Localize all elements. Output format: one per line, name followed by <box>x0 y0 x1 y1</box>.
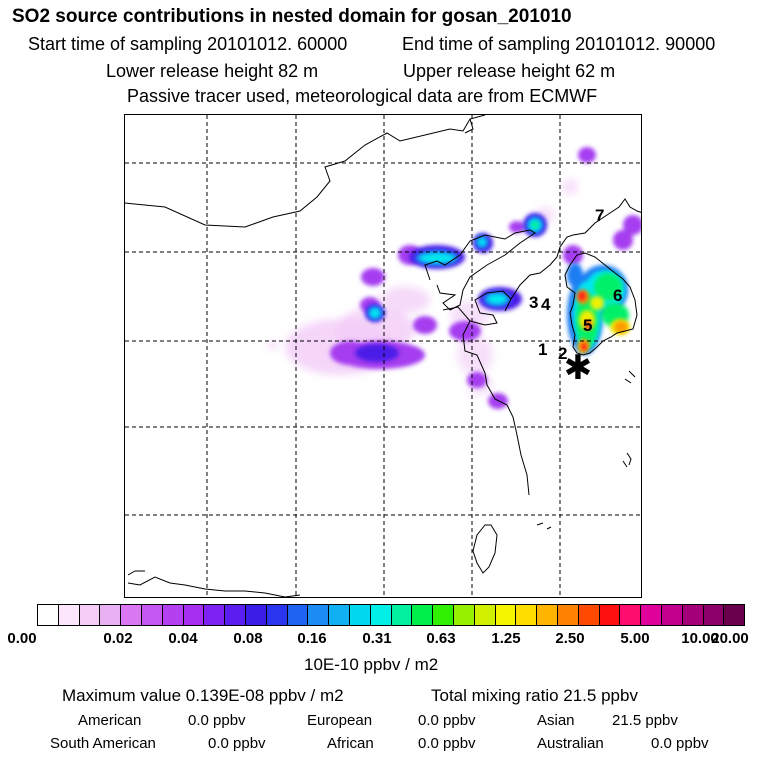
color-swatch <box>537 605 558 625</box>
european-label: European <box>307 712 373 729</box>
tick-label: 0.02 <box>103 630 133 647</box>
color-swatch <box>557 605 579 625</box>
map-svg: 7 3 4 6 5 1 2 ✱ <box>125 115 641 597</box>
color-swatch <box>225 605 246 625</box>
maximum-value-label: Maximum value 0.139E-08 ppbv / m2 <box>62 686 344 705</box>
color-swatch <box>433 605 454 625</box>
color-swatch <box>682 605 704 625</box>
upper-release-height-label: Upper release height 62 m <box>403 61 616 81</box>
color-swatch <box>412 605 434 625</box>
start-time-label: Start time of sampling 20101012. 60000 <box>28 34 348 54</box>
tick-label: 1.25 <box>491 630 521 647</box>
color-swatch <box>183 605 205 625</box>
source-label-5: 5 <box>583 316 592 335</box>
color-swatch <box>370 605 392 625</box>
color-swatch <box>474 605 496 625</box>
color-swatch <box>703 605 725 625</box>
color-swatch <box>287 605 309 625</box>
asian-label: Asian <box>537 712 575 729</box>
tracer-note: Passive tracer used, meteorological data… <box>127 86 598 106</box>
source-labels: 7 3 4 6 5 1 2 <box>529 206 622 363</box>
south-american-value: 0.0 ppbv <box>208 735 266 752</box>
lat-lon-grid <box>125 115 641 597</box>
tick-label: 0.08 <box>233 630 263 647</box>
coastlines <box>125 115 641 597</box>
receptor-asterisk-icon: ✱ <box>564 348 593 388</box>
color-swatch <box>661 605 683 625</box>
source-label-2: 2 <box>558 344 567 363</box>
source-label-6: 6 <box>613 286 622 305</box>
tick-label: 0.31 <box>362 630 392 647</box>
tick-label: 5.00 <box>620 630 650 647</box>
american-label: American <box>78 712 142 729</box>
tick-label: 2.50 <box>555 630 585 647</box>
plume-faint <box>268 179 578 395</box>
color-swatch <box>245 605 267 625</box>
color-swatch <box>391 605 413 625</box>
color-swatch <box>329 605 350 625</box>
color-swatch <box>38 605 59 625</box>
color-swatch <box>162 605 184 625</box>
asian-value: 21.5 ppbv <box>612 712 678 729</box>
color-swatch <box>453 605 475 625</box>
plot-title: SO2 source contributions in nested domai… <box>12 6 572 27</box>
color-swatch <box>58 605 80 625</box>
australian-value: 0.0 ppbv <box>651 735 709 752</box>
african-value: 0.0 ppbv <box>418 735 476 752</box>
source-label-1: 1 <box>538 340 547 359</box>
color-swatch <box>516 605 538 625</box>
color-swatch <box>141 605 163 625</box>
source-label-3: 3 <box>529 293 538 312</box>
color-swatch <box>641 605 662 625</box>
african-label: African <box>327 735 374 752</box>
australian-label: Australian <box>537 735 604 752</box>
color-swatch <box>599 605 621 625</box>
color-swatch <box>578 605 600 625</box>
map-panel: 7 3 4 6 5 1 2 ✱ <box>124 114 642 598</box>
color-swatch <box>121 605 142 625</box>
color-swatch <box>724 605 745 625</box>
color-swatch <box>204 605 226 625</box>
color-swatch <box>79 605 101 625</box>
color-swatch <box>308 605 330 625</box>
tick-label: 0.00 <box>7 630 37 647</box>
source-label-7: 7 <box>595 206 604 225</box>
colorbar-unit-label: 10E-10 ppbv / m2 <box>304 655 439 674</box>
color-swatch <box>495 605 517 625</box>
end-time-label: End time of sampling 20101012. 90000 <box>402 34 716 54</box>
color-scale-bar <box>37 604 745 626</box>
plume-red <box>578 291 591 351</box>
tick-label: 10.00 <box>681 630 719 647</box>
south-american-label: South American <box>50 735 156 752</box>
color-swatch <box>349 605 371 625</box>
color-swatch <box>266 605 288 625</box>
lower-release-height-label: Lower release height 82 m <box>106 61 319 81</box>
european-value: 0.0 ppbv <box>418 712 476 729</box>
tick-label: 0.04 <box>168 630 198 647</box>
tick-label: 0.63 <box>426 630 456 647</box>
color-swatch <box>620 605 642 625</box>
tick-label: 20.00 <box>711 630 749 647</box>
american-value: 0.0 ppbv <box>188 712 246 729</box>
color-swatch <box>100 605 122 625</box>
source-label-4: 4 <box>541 295 551 314</box>
total-mixing-ratio-label: Total mixing ratio 21.5 ppbv <box>431 686 638 705</box>
tick-label: 0.16 <box>297 630 327 647</box>
